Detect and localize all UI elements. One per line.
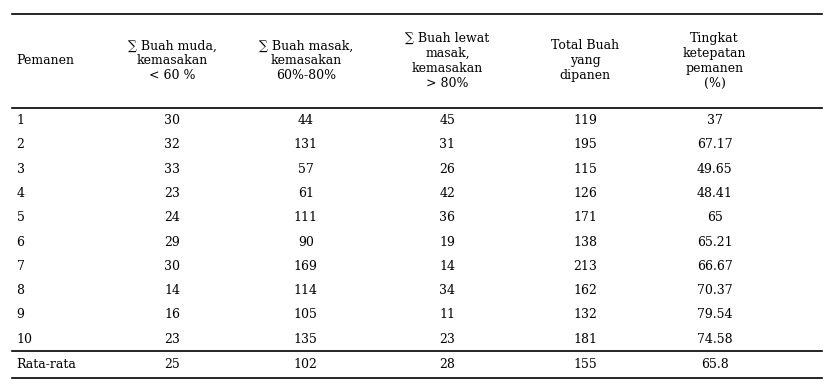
Text: 57: 57	[298, 163, 314, 176]
Text: 14: 14	[164, 284, 180, 297]
Text: 65.8: 65.8	[700, 358, 729, 371]
Text: 181: 181	[573, 333, 597, 346]
Text: ∑ Buah muda,
kemasakan
< 60 %: ∑ Buah muda, kemasakan < 60 %	[128, 40, 216, 83]
Text: 138: 138	[573, 236, 597, 248]
Text: 74.58: 74.58	[697, 333, 733, 346]
Text: 162: 162	[573, 284, 597, 297]
Text: 119: 119	[573, 114, 597, 127]
Text: 30: 30	[164, 114, 180, 127]
Text: Total Buah
yang
dipanen: Total Buah yang dipanen	[551, 40, 620, 83]
Text: 14: 14	[439, 260, 455, 273]
Text: 37: 37	[707, 114, 723, 127]
Text: 26: 26	[439, 163, 455, 176]
Text: 171: 171	[573, 211, 597, 224]
Text: 67.17: 67.17	[697, 139, 733, 151]
Text: Rata-rata: Rata-rata	[17, 358, 76, 371]
Text: 10: 10	[17, 333, 32, 346]
Text: 45: 45	[439, 114, 455, 127]
Text: 24: 24	[164, 211, 180, 224]
Text: 1: 1	[17, 114, 25, 127]
Text: 65: 65	[707, 211, 723, 224]
Text: 126: 126	[573, 187, 597, 200]
Text: 213: 213	[573, 260, 597, 273]
Text: 23: 23	[164, 187, 180, 200]
Text: 115: 115	[573, 163, 597, 176]
Text: 7: 7	[17, 260, 25, 273]
Text: 31: 31	[439, 139, 455, 151]
Text: 114: 114	[294, 284, 318, 297]
Text: 25: 25	[164, 358, 180, 371]
Text: 34: 34	[439, 284, 455, 297]
Text: 195: 195	[573, 139, 597, 151]
Text: 61: 61	[298, 187, 314, 200]
Text: 5: 5	[17, 211, 25, 224]
Text: 90: 90	[298, 236, 314, 248]
Text: ∑ Buah masak,
kemasakan
60%-80%: ∑ Buah masak, kemasakan 60%-80%	[259, 40, 353, 83]
Text: Tingkat
ketepatan
pemanen
(%): Tingkat ketepatan pemanen (%)	[683, 32, 747, 90]
Text: 9: 9	[17, 308, 25, 321]
Text: 4: 4	[17, 187, 25, 200]
Text: 30: 30	[164, 260, 180, 273]
Text: 42: 42	[439, 187, 455, 200]
Text: 23: 23	[164, 333, 180, 346]
Text: 36: 36	[439, 211, 455, 224]
Text: 2: 2	[17, 139, 25, 151]
Text: 155: 155	[573, 358, 597, 371]
Text: 49.65: 49.65	[697, 163, 733, 176]
Text: 131: 131	[294, 139, 318, 151]
Text: 6: 6	[17, 236, 25, 248]
Text: 135: 135	[294, 333, 318, 346]
Text: 19: 19	[439, 236, 455, 248]
Text: 11: 11	[439, 308, 455, 321]
Text: 65.21: 65.21	[697, 236, 733, 248]
Text: 23: 23	[439, 333, 455, 346]
Text: 44: 44	[298, 114, 314, 127]
Text: 29: 29	[164, 236, 180, 248]
Text: ∑ Buah lewat
masak,
kemasakan
> 80%: ∑ Buah lewat masak, kemasakan > 80%	[406, 32, 490, 90]
Text: Pemanen: Pemanen	[17, 54, 74, 68]
Text: 111: 111	[294, 211, 318, 224]
Text: 132: 132	[573, 308, 597, 321]
Text: 8: 8	[17, 284, 25, 297]
Text: 33: 33	[164, 163, 180, 176]
Text: 28: 28	[439, 358, 455, 371]
Text: 105: 105	[294, 308, 318, 321]
Text: 70.37: 70.37	[697, 284, 733, 297]
Text: 169: 169	[294, 260, 318, 273]
Text: 66.67: 66.67	[697, 260, 733, 273]
Text: 32: 32	[164, 139, 180, 151]
Text: 102: 102	[294, 358, 318, 371]
Text: 48.41: 48.41	[696, 187, 733, 200]
Text: 3: 3	[17, 163, 25, 176]
Text: 16: 16	[164, 308, 180, 321]
Text: 79.54: 79.54	[697, 308, 733, 321]
